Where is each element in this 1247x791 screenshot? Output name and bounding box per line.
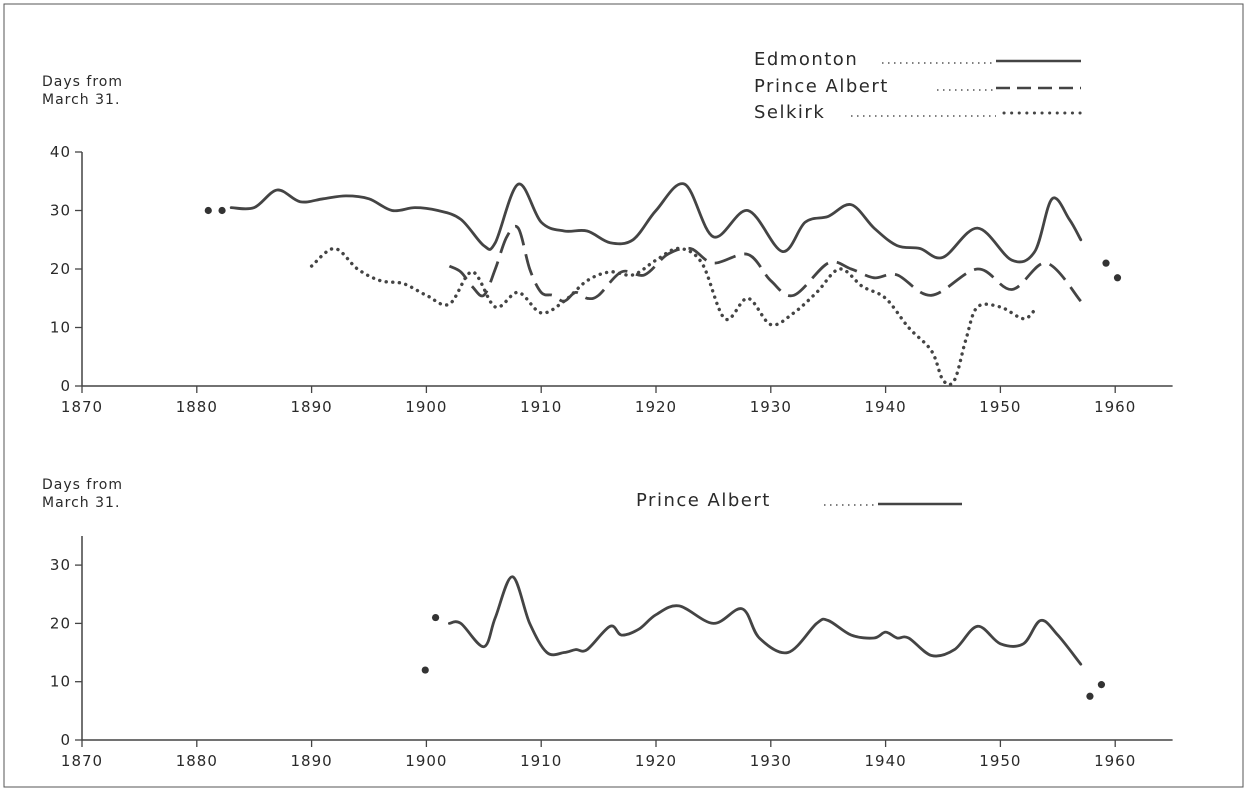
top-legend: Edmonton Prince Albert Selkirk [754,49,1083,123]
legend-entry-selkirk: Selkirk [754,102,1083,123]
bottom-isolated-point [421,666,429,674]
bottom-series-group [448,575,1083,666]
top-y-tick-label: 10 [50,319,71,337]
top-chart: Days from March 31. 1870 1880 1890 1900 1910… [42,49,1173,416]
bottom-axes: 1870 1880 1890 1900 1910 1920 1930 1940 1950 1960… [50,535,1173,770]
bottom-x-tick-label: 1940 [865,752,907,770]
bottom-isolated-point [1097,681,1106,689]
bottom-x-tick-label: 1910 [520,752,562,770]
bottom-ylabel-line-1: Days from [42,477,123,493]
bottom-y-tick-label: 0 [60,731,71,749]
top-x-tick-label: 1910 [520,398,562,416]
top-x-tick-label: 1870 [61,398,103,416]
bottom-legend: Prince Albert [636,490,962,511]
top-isolated-point [1102,259,1110,267]
legend-entry-prince-albert: Prince Albert [754,76,1081,97]
bottom-x-tick-label: 1880 [176,752,218,770]
bottom-x-tick-label: 1960 [1094,752,1136,770]
legend-entry-prince-albert-bottom: Prince Albert [636,490,962,511]
bottom-y-tick-label: 30 [50,556,71,574]
top-ylabel-line-2: March 31. [42,92,120,108]
top-series-edmonton-solid [229,182,1083,264]
bottom-chart: Days from March 31. 1870 1880 1890 1900 1910… [42,477,1173,770]
bottom-x-tick-label: 1900 [405,752,447,770]
top-series-prince-albert-dashed [448,224,1082,303]
legend-label-prince-albert-bottom: Prince Albert [636,490,771,511]
bottom-series-prince-albert-solid [448,575,1083,666]
top-x-tick-label: 1930 [750,398,792,416]
top-y-tick-label: 30 [50,202,71,220]
top-y-tick-label: 40 [50,143,71,161]
figure-border [3,3,1244,788]
bottom-x-tick-label: 1890 [291,752,333,770]
top-series-group [229,182,1083,387]
top-axes: 1870 1880 1890 1900 1910 1920 1930 1940 1950 1960… [50,143,1173,416]
bottom-ylabel-line-2: March 31. [42,495,120,511]
bottom-y-tick-label: 10 [50,673,71,691]
bottom-x-tick-label: 1950 [979,752,1021,770]
top-isolated-point [218,206,226,215]
bottom-isolated-point [1086,692,1094,700]
top-isolated-point [1113,274,1122,282]
top-ylabel-line-1: Days from [42,74,123,90]
legend-label-selkirk: Selkirk [754,102,825,123]
bottom-x-tick-label: 1930 [750,752,792,770]
bottom-x-tick-label: 1920 [635,752,677,770]
top-x-tick-label: 1940 [865,398,907,416]
top-y-tick-label: 20 [50,260,71,278]
top-x-tick-label: 1960 [1094,398,1136,416]
top-isolated-point [204,206,212,215]
bottom-isolated-points [421,613,1106,700]
legend-entry-edmonton: Edmonton [754,49,1081,70]
top-y-tick-label: 0 [60,377,71,395]
top-x-tick-label: 1920 [635,398,677,416]
top-x-tick-label: 1900 [405,398,447,416]
bottom-isolated-point [431,613,440,622]
top-x-tick-label: 1950 [979,398,1021,416]
legend-label-prince-albert: Prince Albert [754,76,889,97]
top-x-tick-label: 1890 [291,398,333,416]
top-x-tick-label: 1880 [176,398,218,416]
top-isolated-points [204,206,1122,282]
legend-label-edmonton: Edmonton [754,49,858,70]
top-series-selkirk-dotted [309,246,1037,387]
bottom-x-tick-label: 1870 [61,752,103,770]
bottom-y-tick-label: 20 [50,614,71,632]
